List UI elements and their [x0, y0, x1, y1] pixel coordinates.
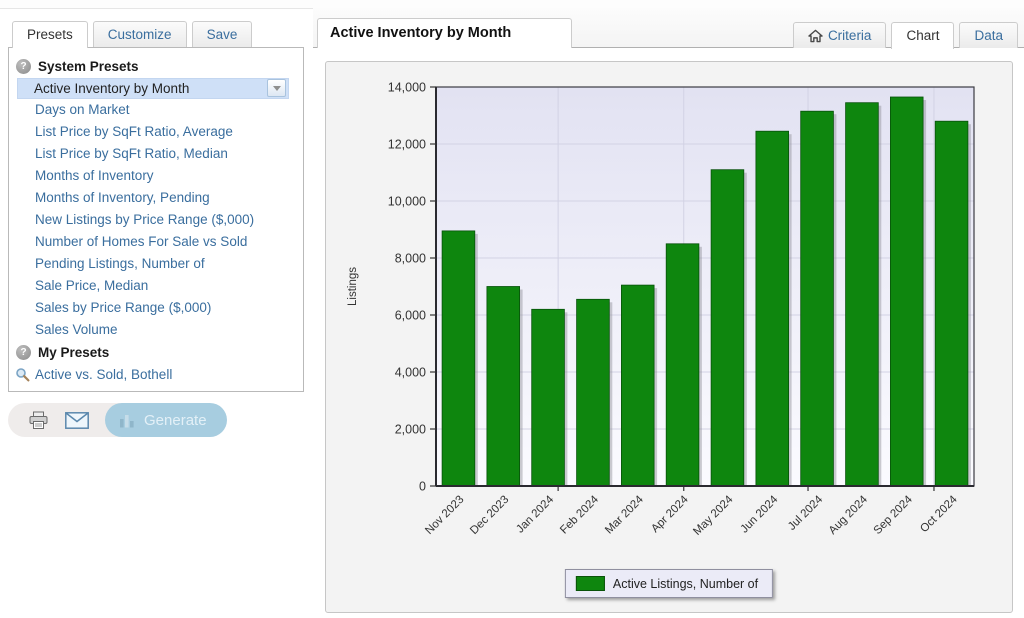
sidebar-item[interactable]: Sales by Price Range ($,000)	[35, 300, 212, 315]
sidebar-item[interactable]: Pending Listings, Number of	[35, 256, 205, 271]
selected-preset-row: Active Inventory by Month	[9, 77, 303, 99]
svg-text:6,000: 6,000	[395, 309, 426, 323]
svg-text:Oct 2024: Oct 2024	[918, 493, 960, 535]
sidebar-item[interactable]: New Listings by Price Range ($,000)	[35, 212, 255, 227]
chevron-down-icon	[272, 85, 281, 91]
sidebar-item[interactable]: Sales Volume	[35, 322, 118, 337]
svg-text:Dec 2023: Dec 2023	[468, 494, 511, 537]
search-icon	[16, 367, 30, 381]
svg-text:Mar 2024: Mar 2024	[603, 493, 646, 536]
sidebar-item[interactable]: Months of Inventory, Pending	[35, 190, 210, 205]
svg-text:14,000: 14,000	[388, 81, 426, 95]
svg-text:0: 0	[419, 480, 426, 494]
selected-preset-label: Active Inventory by Month	[34, 80, 190, 96]
sidebar-item[interactable]: Sale Price, Median	[35, 278, 149, 293]
svg-text:Sep 2024: Sep 2024	[872, 493, 916, 537]
my-preset-row: Active vs. Sold, Bothell	[9, 363, 303, 385]
tab-chart[interactable]: Chart	[891, 22, 955, 49]
legend-label: Active Listings, Number of	[612, 576, 759, 591]
chart-area: 0 2,000 4,000 6,000 8,000 10,000 12,000 14,000 N…	[325, 61, 1013, 613]
sidebar-item-active-vs-sold[interactable]: Active vs. Sold, Bothell	[35, 366, 173, 382]
sidebar-tabbar: Presets Customize Save	[8, 20, 308, 48]
system-presets-header-label: System Presets	[38, 58, 139, 74]
tab-data[interactable]: Data	[959, 22, 1018, 48]
my-presets-header: ? My Presets	[9, 341, 303, 363]
chart-tabbar: Criteria Chart Data	[792, 22, 1018, 49]
page-title: Active Inventory by Month	[317, 18, 573, 48]
tab-presets[interactable]: Presets	[12, 21, 88, 48]
generate-button[interactable]: Generate	[105, 403, 227, 437]
bar-chart: 0 2,000 4,000 6,000 8,000 10,000 12,000 14,000 N…	[347, 81, 975, 538]
svg-text:10,000: 10,000	[388, 195, 426, 209]
svg-text:May 2024: May 2024	[691, 493, 736, 538]
svg-text:12,000: 12,000	[388, 138, 426, 152]
system-preset-list: Days on Market List Price by SqFt Ratio, …	[9, 99, 303, 341]
svg-text:Listings: Listings	[347, 267, 359, 306]
legend-swatch-green	[575, 576, 605, 591]
svg-text:Nov 2023: Nov 2023	[423, 494, 466, 537]
chart-bars-icon	[120, 414, 134, 427]
sidebar-item[interactable]: List Price by SqFt Ratio, Median	[35, 146, 228, 161]
chart-panel: 0 2,000 4,000 6,000 8,000 10,000 12,000 14,000 N…	[313, 47, 1024, 618]
svg-text:8,000: 8,000	[395, 252, 426, 266]
home-icon	[808, 29, 823, 42]
help-icon[interactable]: ?	[16, 58, 31, 74]
tab-criteria-label: Criteria	[827, 28, 872, 43]
system-presets-header: ? System Presets	[9, 55, 303, 77]
sidebar-toolbar: Generate	[8, 403, 227, 437]
svg-text:Feb 2024: Feb 2024	[558, 493, 601, 536]
tab-customize[interactable]: Customize	[92, 21, 187, 47]
sidebar-item[interactable]: Months of Inventory	[35, 168, 154, 183]
svg-text:Apr 2024: Apr 2024	[649, 493, 691, 535]
svg-text:Jun 2024: Jun 2024	[738, 493, 780, 535]
sidebar-item[interactable]: Number of Homes For Sale vs Sold	[35, 234, 248, 249]
envelope-icon	[65, 411, 89, 429]
printer-icon	[29, 411, 48, 429]
sidebar-item[interactable]: Days on Market	[35, 102, 130, 117]
presets-sidebar: Presets Customize Save ? System Presets …	[8, 20, 308, 392]
print-button[interactable]	[28, 411, 49, 430]
preset-dropdown-button[interactable]	[267, 79, 286, 97]
my-presets-header-label: My Presets	[38, 344, 110, 360]
chart-header: Active Inventory by Month Criteria Chart…	[313, 8, 1024, 49]
svg-text:2,000: 2,000	[395, 423, 426, 437]
tab-criteria[interactable]: Criteria	[792, 22, 887, 48]
sidebar-item[interactable]: List Price by SqFt Ratio, Average	[35, 124, 233, 139]
svg-text:Aug 2024: Aug 2024	[827, 493, 871, 537]
svg-text:4,000: 4,000	[395, 366, 426, 380]
generate-button-label: Generate	[144, 411, 207, 429]
svg-text:Jan 2024: Jan 2024	[514, 493, 556, 535]
preset-panel: ? System Presets Active Inventory by Mon…	[8, 47, 304, 392]
help-icon[interactable]: ?	[16, 344, 31, 360]
email-button[interactable]	[65, 411, 89, 429]
svg-text:Jul 2024: Jul 2024	[786, 493, 826, 533]
chart-legend: Active Listings, Number of	[564, 569, 774, 598]
sidebar-item-active-inventory[interactable]: Active Inventory by Month	[17, 77, 289, 99]
tab-save[interactable]: Save	[191, 21, 253, 47]
